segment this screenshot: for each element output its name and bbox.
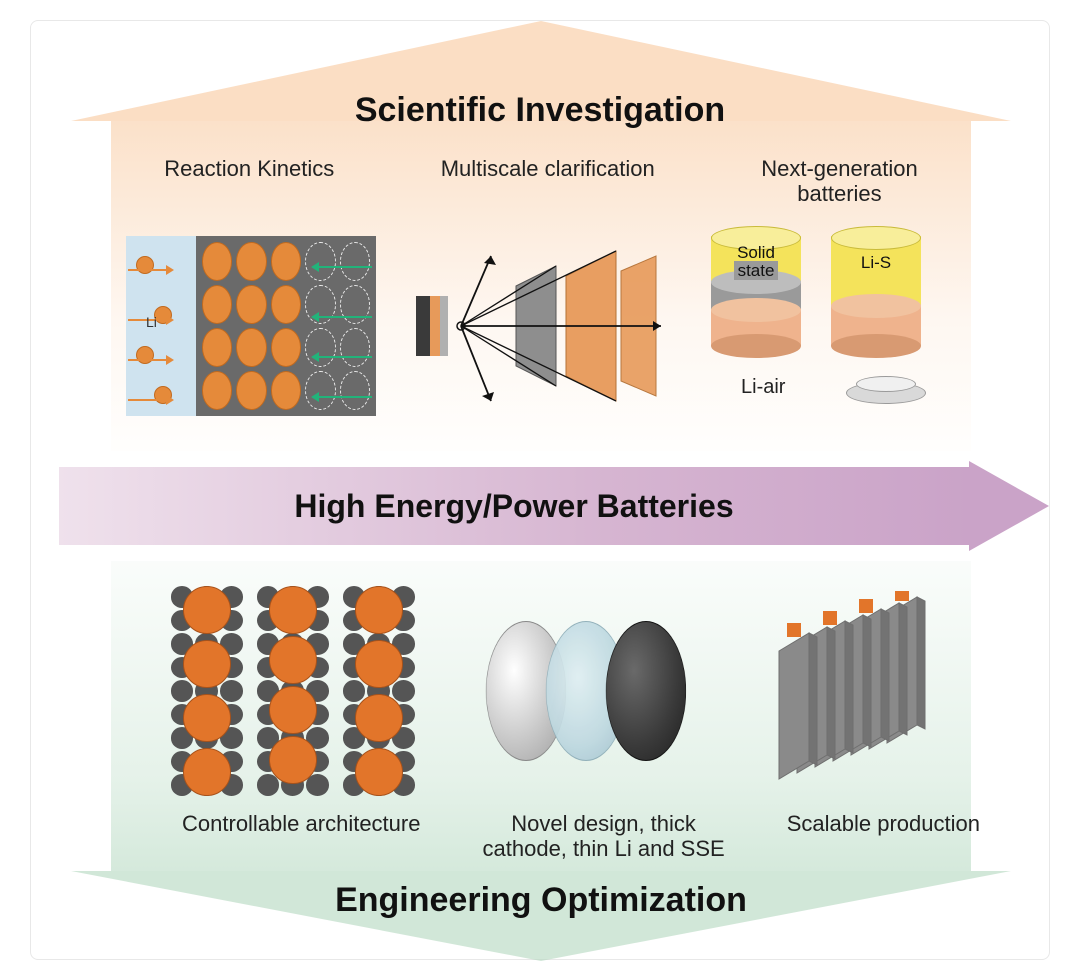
battery-li-s: Li-S <box>831 226 921 346</box>
battery-li-s-label: Li-S <box>831 254 921 272</box>
label-multiscale: Multiscale clarification <box>441 156 655 207</box>
bottom-panels <box>151 576 1011 806</box>
disc-dark <box>606 621 686 761</box>
bottom-title: Engineering Optimization <box>71 881 1011 920</box>
diagram-canvas: Scientific Investigation Reaction Kineti… <box>30 20 1050 960</box>
controllable-architecture-graphic <box>163 586 423 796</box>
reaction-kinetics-graphic: Li <box>126 236 376 416</box>
battery-solid-state-label: Solid state <box>711 244 801 280</box>
coin-cell-icon <box>846 376 926 406</box>
label-architecture: Controllable architecture <box>182 811 420 862</box>
novel-design-graphic <box>446 596 716 786</box>
multiscale-graphic <box>406 236 666 416</box>
middle-arrow-label: High Energy/Power Batteries <box>59 461 969 551</box>
label-nextgen: Next-generation batteries <box>761 156 918 207</box>
label-scalable: Scalable production <box>787 811 980 862</box>
top-panels: Li <box>111 216 971 436</box>
label-reaction-kinetics: Reaction Kinetics <box>164 156 334 207</box>
top-labels-row: Reaction Kinetics Multiscale clarificati… <box>111 156 971 207</box>
scalable-production-graphic <box>739 591 999 791</box>
li-air-label: Li-air <box>741 376 785 399</box>
middle-arrow: High Energy/Power Batteries <box>59 461 1049 551</box>
bottom-labels-row: Controllable architecture Novel design, … <box>151 811 1011 862</box>
battery-solid-state: Solid state <box>711 226 801 346</box>
top-title: Scientific Investigation <box>31 91 1049 130</box>
nextgen-batteries-graphic: Solid state Li-S Li-air <box>696 226 956 426</box>
label-novel: Novel design, thick cathode, thin Li and… <box>483 811 725 862</box>
bottom-arrow-shape: Engineering Optimization Controllable ar… <box>71 561 1011 961</box>
